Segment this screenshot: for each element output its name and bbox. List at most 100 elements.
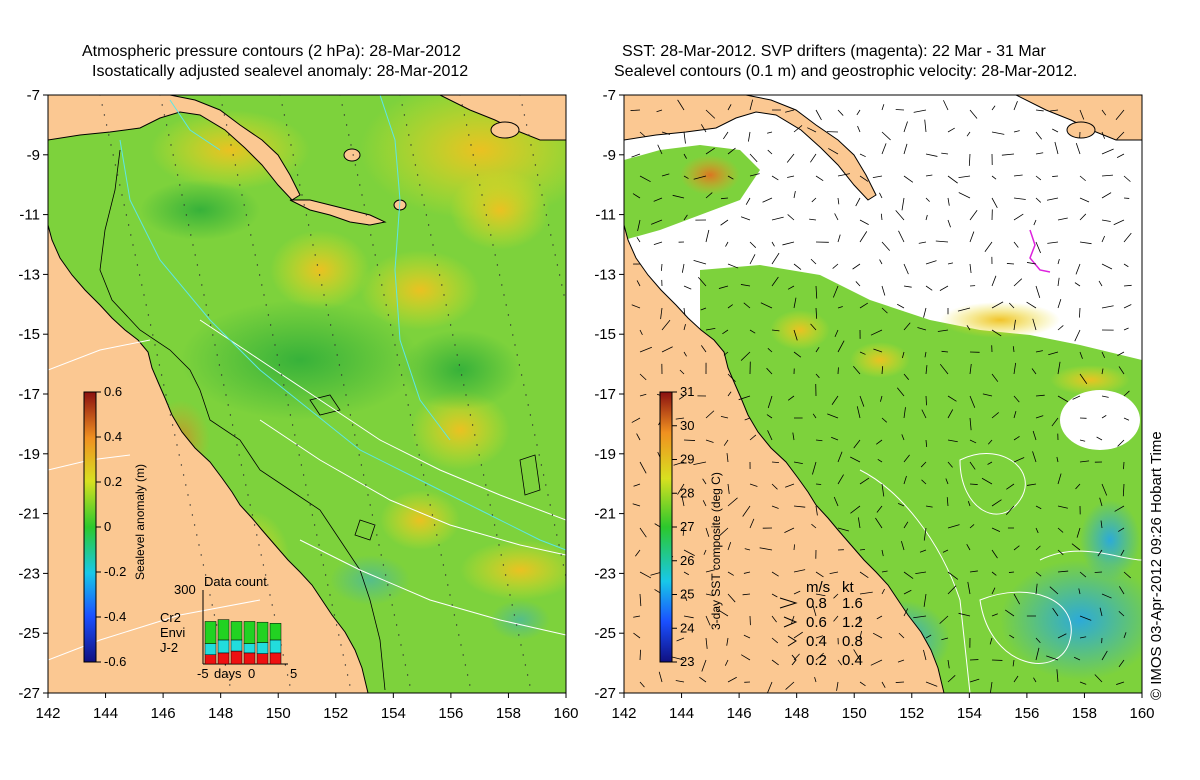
- velocity-arrow: [1116, 131, 1125, 140]
- velocity-arrow: [859, 351, 866, 355]
- velocity-arrow: [1057, 395, 1069, 403]
- velocity-arrow: [1123, 461, 1125, 470]
- track-dot: [503, 294, 505, 296]
- lat-tick-label: -27: [18, 685, 40, 702]
- velocity-arrow: [1101, 305, 1114, 309]
- track-dot: [116, 174, 119, 176]
- velocity-arrow: [720, 219, 729, 226]
- track-dot: [143, 294, 145, 296]
- velocity-arrow: [1117, 351, 1125, 356]
- velocity-arrow: [771, 483, 778, 490]
- velocity-arrow: [1035, 109, 1044, 112]
- velocity-arrow: [1035, 350, 1043, 353]
- velocity-arrow: [1013, 675, 1019, 683]
- velocity-arrow: [991, 571, 997, 576]
- velocity-arrow: [900, 540, 905, 551]
- track-dot: [273, 614, 276, 616]
- inset-xtick-0: 0: [248, 666, 255, 681]
- velocity-arrow: [1075, 142, 1081, 155]
- track-dot: [408, 134, 410, 136]
- sst-warm-patch: [770, 310, 830, 350]
- velocity-arrow: [1001, 153, 1015, 156]
- track-dot: [182, 474, 185, 476]
- track-dot: [200, 554, 202, 556]
- velocity-arrow: [639, 527, 647, 538]
- track-dot: [253, 524, 256, 526]
- velocity-arrow: [881, 285, 886, 296]
- lat-tick-label: -23: [18, 565, 40, 582]
- track-dot: [467, 404, 469, 406]
- velocity-arrow: [898, 632, 905, 639]
- track-dot: [179, 184, 181, 186]
- velocity-arrow: [969, 417, 972, 431]
- velocity-arrow: [943, 100, 949, 111]
- inset-legend-cr2: Cr2: [160, 610, 181, 625]
- velocity-arrow: [903, 521, 909, 529]
- velocity-arrow: [815, 307, 818, 319]
- velocity-arrow: [727, 542, 732, 551]
- velocity-arrow: [870, 659, 883, 666]
- velocity-arrow: [991, 275, 997, 287]
- track-dot: [274, 344, 276, 346]
- track-dot: [493, 524, 496, 526]
- velocity-arrow: [872, 632, 883, 639]
- velocity-arrow: [793, 191, 796, 199]
- velocity-arrow: [969, 461, 976, 470]
- track-dot: [447, 314, 450, 316]
- velocity-legend-ms: 0.4: [806, 633, 827, 650]
- track-dot: [458, 364, 461, 366]
- velocity-arrow: [672, 194, 685, 199]
- velocity-arrow: [793, 590, 801, 595]
- velocity-arrow: [1035, 415, 1044, 419]
- velocity-arrow: [903, 121, 908, 133]
- track-dot: [193, 524, 196, 526]
- velocity-arrow: [683, 571, 690, 576]
- velocity-arrow: [727, 483, 730, 494]
- velocity-legend-rows: 0.8 1.6 0.6 1.2 0.4 0.8 0.2 0.4: [779, 595, 863, 669]
- lon-tick-label: 146: [727, 705, 752, 722]
- track-dot: [550, 234, 552, 236]
- velocity-arrow: [815, 346, 820, 353]
- velocity-arrow: [859, 395, 865, 407]
- velocity-arrow: [925, 153, 938, 157]
- lon-tick-label: 152: [899, 705, 924, 722]
- velocity-arrow: [787, 214, 795, 221]
- track-dot: [249, 504, 251, 506]
- sst-cool-patch: [1000, 560, 1142, 680]
- track-dot: [163, 384, 165, 386]
- velocity-arrow: [639, 571, 652, 579]
- track-dot: [425, 484, 427, 486]
- velocity-arrow: [749, 329, 756, 334]
- velocity-arrow: [859, 630, 863, 639]
- velocity-arrow: [903, 175, 914, 183]
- velocity-arrow: [881, 588, 885, 595]
- velocity-arrow: [880, 213, 883, 221]
- velocity-arrow: [832, 285, 839, 298]
- velocity-arrow: [859, 548, 866, 551]
- velocity-arrow: [987, 439, 993, 445]
- track-dot: [558, 544, 560, 546]
- track-dot: [509, 324, 512, 326]
- velocity-arrow: [1074, 329, 1081, 342]
- track-dot: [110, 144, 112, 146]
- velocity-arrow: [639, 329, 643, 336]
- track-dot: [309, 504, 311, 506]
- velocity-arrow: [771, 593, 778, 598]
- velocity-arrow: [675, 680, 685, 683]
- track-dot: [316, 264, 319, 266]
- track-dot: [196, 264, 199, 266]
- track-dot: [286, 674, 289, 676]
- left-low-anomaly: [490, 600, 550, 640]
- velocity-arrow: [810, 258, 817, 265]
- velocity-arrow: [1123, 571, 1131, 579]
- track-dot: [395, 624, 398, 626]
- velocity-arrow: [1057, 325, 1064, 331]
- track-dot: [421, 194, 423, 196]
- velocity-arrow: [853, 439, 861, 449]
- velocity-arrow: [1101, 131, 1105, 139]
- velocity-arrow: [1123, 284, 1132, 287]
- velocity-arrow: [834, 329, 839, 338]
- velocity-arrow: [1033, 219, 1037, 226]
- velocity-arrow: [743, 302, 751, 309]
- velocity-arrow: [705, 569, 715, 573]
